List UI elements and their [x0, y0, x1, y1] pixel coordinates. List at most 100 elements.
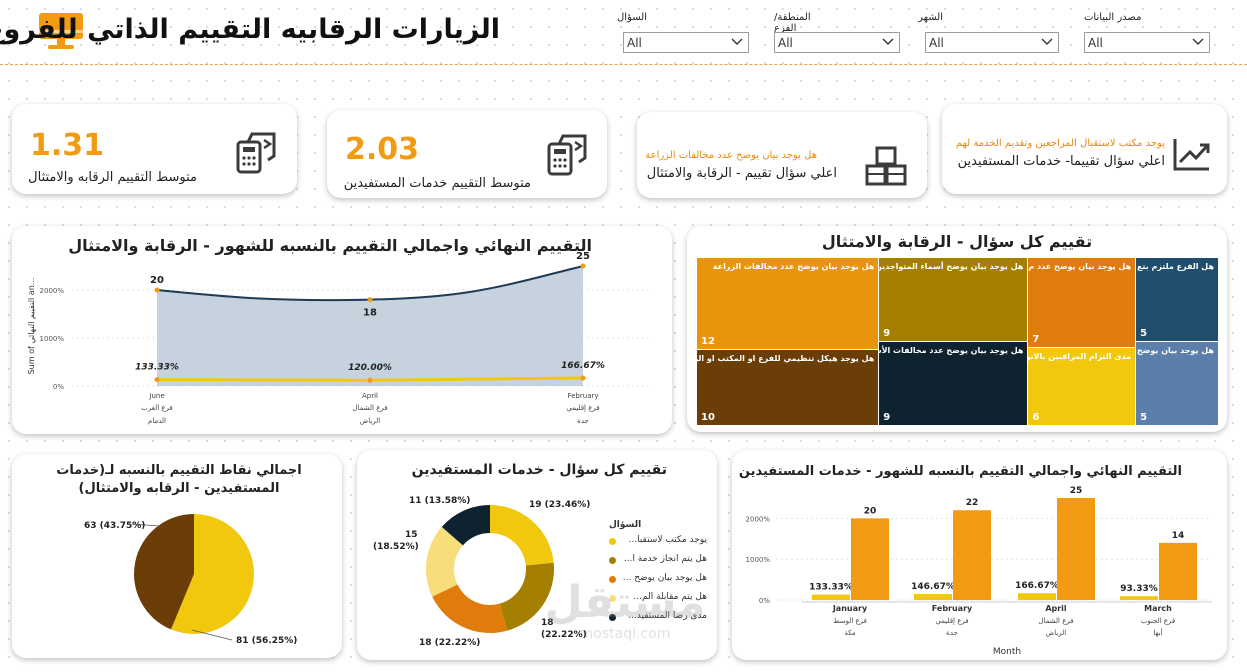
donut-data-label: 15 — [405, 530, 418, 540]
treemap-cell-value: 12 — [701, 335, 715, 347]
treemap-cell[interactable]: مدى التزام المراقبين بالانواع 6 — [1028, 348, 1136, 425]
bar-data-label: 133.33% — [809, 583, 853, 593]
chart-title: التقييم النهائي واجمالي التقييم بالنسبه … — [68, 236, 592, 255]
bar-series-1 — [812, 594, 850, 600]
y-tick-label: 0% — [53, 383, 64, 391]
data-point-series-1 — [367, 297, 373, 303]
slicer-question[interactable]: السؤال All — [617, 12, 751, 54]
slicer-source-dropdown[interactable]: All — [1084, 32, 1210, 53]
bar-series-1 — [1018, 593, 1056, 600]
calculator-icon — [236, 132, 276, 174]
y-tick-label: 2000% — [746, 515, 771, 523]
kpi-card-oversight-top-question[interactable]: هل يوجد بيان يوضح عدد مخالفات الزراعة اع… — [637, 112, 927, 198]
y-tick-label: 0% — [759, 597, 770, 605]
x-tick-label: April — [362, 392, 378, 400]
treemap-chart: هل يوجد بيان يوضح عدد مخالفات الزراعة 12 ه… — [697, 258, 1219, 426]
y-tick-label: 1000% — [746, 556, 771, 564]
donut-slice — [441, 505, 490, 546]
data-label-series-1: 18 — [363, 308, 377, 319]
pie-data-label: 63 (43.75%) — [84, 521, 145, 531]
slicer-month-value: All — [929, 36, 944, 50]
slicer-region-branch[interactable]: المنطقة/الفرع All — [774, 12, 902, 54]
data-point-series-2 — [367, 377, 373, 383]
treemap-cell-label: مدى التزام المراقبين بالانواع — [1028, 352, 1132, 362]
monitor-logo-icon — [39, 13, 83, 49]
calculator-icon — [547, 134, 587, 176]
bar-series-1 — [914, 594, 952, 600]
data-label-series-2: 120.00% — [348, 363, 392, 373]
area-chart: Sum of التقييم النهائي an... 0% 1000% 2000%… — [27, 251, 652, 425]
chevron-down-icon — [1192, 38, 1204, 45]
kpi-label: متوسط التقييم الرقابه والامتثال — [28, 170, 197, 185]
y-axis-title: Sum of التقييم النهائي an... — [27, 278, 36, 375]
x-tick-label: January — [832, 604, 868, 613]
slicer-region-value: All — [778, 36, 793, 50]
legend-item[interactable]: هل يتم مقابلة الم... — [633, 592, 707, 602]
treemap-cell[interactable]: هل يوجد بيان يوضح عدد م 7 — [1028, 258, 1136, 348]
slicer-region-label: المنطقة/الفرع — [774, 12, 811, 34]
data-label-series-1: 25 — [576, 251, 590, 262]
donut-slice — [499, 562, 554, 631]
boxes-icon — [865, 146, 907, 186]
treemap-cell[interactable]: هل يوجد بيان يوضح 5 — [1136, 342, 1218, 425]
data-point-series-1 — [154, 287, 160, 293]
x-tick-label: April — [1045, 604, 1067, 613]
kpi-label: اعلي سؤال تقييم - الرقابة والامتثال — [646, 166, 837, 181]
donut-slice — [490, 505, 554, 566]
legend-item[interactable]: هل يتم انجاز خدمة ا... — [623, 554, 707, 564]
watermark: مستقل mostaql.com — [540, 580, 710, 660]
area-chart-card[interactable]: التقييم النهائي واجمالي التقييم بالنسبه … — [12, 226, 672, 434]
x-sub-label: مكة — [844, 629, 856, 637]
legend-title: السؤال — [609, 520, 642, 530]
legend-item[interactable]: مدى رضا المستفيد... — [628, 611, 707, 621]
kpi-card-services-top-question[interactable]: يوجد مكتب لاستقبال المراجعين وتقديم الخد… — [942, 104, 1227, 194]
chart-title: تقييم كل سؤال - خدمات المستفيدين — [411, 462, 667, 478]
treemap-cell[interactable]: هل يوجد بيان يوضح عدد مخالفات الزراعة 12 — [697, 258, 879, 349]
x-sub-label: فرع الغرب — [141, 404, 173, 412]
treemap-card[interactable]: تقييم كل سؤال - الرقابة والامتثال هل يوج… — [687, 226, 1227, 432]
x-tick-label: June — [148, 392, 164, 400]
treemap-cell[interactable]: هل الفرع ملتزم بتع 5 — [1136, 258, 1218, 341]
kpi-value: 1.31 — [30, 128, 105, 163]
trending-up-icon — [1173, 139, 1210, 171]
bar-data-label: 146.67% — [911, 582, 955, 592]
bar-chart-card[interactable]: التقييم النهائي واجمالي التقييم بالنسبه … — [732, 450, 1227, 660]
x-sub-label: فرع الشمال — [352, 404, 387, 412]
slicer-month-dropdown[interactable]: All — [925, 32, 1059, 53]
legend-marker — [609, 614, 616, 621]
x-sub-label: الدمام — [148, 417, 166, 425]
treemap-cell-value: 5 — [1140, 412, 1148, 423]
donut-legend: يوجد مكتب لاستقبا... هل يتم انجاز خدمة ا.… — [607, 534, 713, 644]
bar-data-label: 25 — [1070, 486, 1083, 496]
x-tick-label: February — [932, 604, 973, 613]
data-point-series-2 — [154, 377, 160, 383]
donut-chart: 19 (23.46%) 18 (22.22%) 18 (22.22%) 15 (18.52… — [373, 496, 590, 648]
chart-title: تقييم كل سؤال - الرقابة والامتثال — [821, 232, 1093, 251]
treemap-cell[interactable]: هل يوجد بيان يوضح عدد مخالفات الأسو 9 — [879, 342, 1028, 425]
slicer-question-dropdown[interactable]: All — [623, 32, 749, 53]
treemap-cell[interactable]: هل يوجد بيان يوضح أسماء المتواجدين 9 — [879, 258, 1028, 341]
kpi-card-services-avg[interactable]: 2.03 متوسط التقييم خدمات المستفيدين — [327, 110, 607, 198]
area-fill-series-1 — [157, 266, 583, 386]
treemap-cell[interactable]: هل يوجد هيكل تنظيمي للفرع او المكتب او ا… — [697, 349, 879, 425]
pie-chart-card[interactable]: اجمالي نقاط التقييم بالنسبه لـ(خدمات الم… — [12, 454, 342, 658]
legend-item[interactable]: يوجد مكتب لاستقبا... — [628, 535, 708, 545]
kpi-value: 2.03 — [345, 132, 420, 167]
slicer-question-value: All — [627, 36, 642, 50]
x-axis-title: Month — [993, 647, 1021, 657]
slicer-data-source[interactable]: مصدر البيانات All — [1084, 12, 1212, 54]
legend-item[interactable]: هل يوجد بيان يوضح ... — [622, 573, 707, 583]
legend-marker — [609, 538, 616, 545]
data-point-series-1 — [580, 263, 586, 269]
treemap-cell-label: هل يوجد بيان يوضح — [1136, 346, 1214, 355]
donut-chart-card[interactable]: تقييم كل سؤال - خدمات المستفيدين 19 (23.… — [357, 450, 717, 660]
pie-chart: 63 (43.75%) 81 (56.25%) — [84, 514, 297, 646]
slicer-region-dropdown[interactable]: All — [774, 32, 900, 53]
data-label-series-2: 166.67% — [561, 361, 605, 371]
slicer-source-label: مصدر البيانات — [1084, 12, 1142, 23]
slicer-month[interactable]: الشهر All — [918, 12, 1059, 54]
y-tick-label: 2000% — [40, 287, 65, 295]
kpi-question-text: هل يوجد بيان يوضح عدد مخالفات الزراعة — [645, 150, 817, 161]
kpi-card-oversight-avg[interactable]: 1.31 متوسط التقييم الرقابه والامتثال — [12, 104, 297, 194]
bar-series-1 — [1120, 596, 1158, 600]
